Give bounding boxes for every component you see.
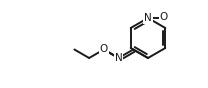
Text: N: N xyxy=(115,53,123,63)
Text: O: O xyxy=(160,12,168,22)
Text: N: N xyxy=(144,13,152,23)
Text: O: O xyxy=(100,45,108,54)
